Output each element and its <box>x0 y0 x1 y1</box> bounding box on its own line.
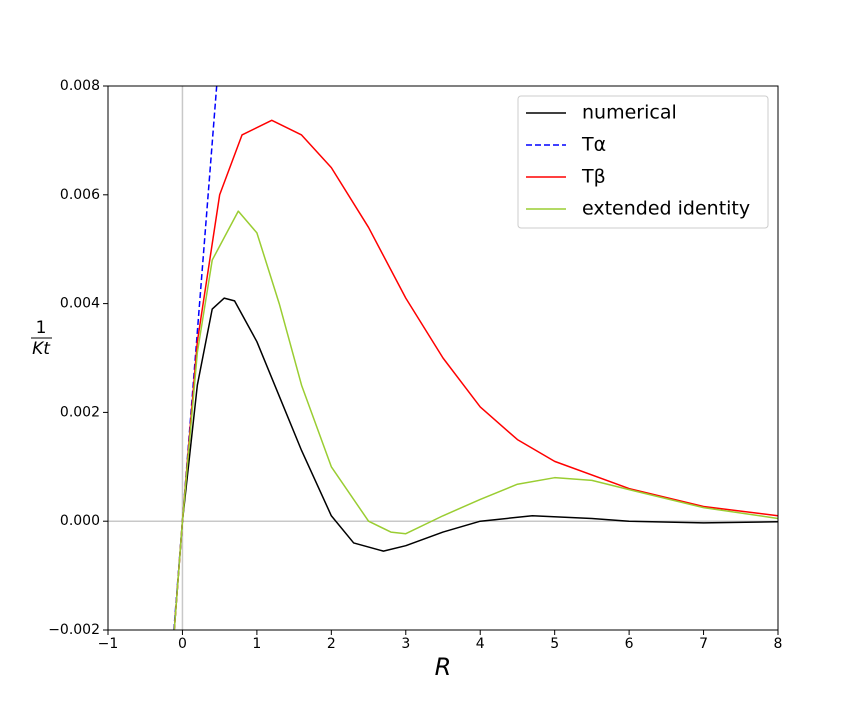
y-tick-label: 0.004 <box>60 296 100 312</box>
y-tick-label: −0.002 <box>48 622 100 638</box>
y-tick-label: 0.000 <box>60 513 100 529</box>
x-tick-label: 0 <box>178 636 187 652</box>
plot-lines <box>173 86 778 630</box>
y-axis-label-numerator: 1 <box>36 318 47 338</box>
x-tick-label: −1 <box>98 636 119 652</box>
series-line <box>173 119 778 630</box>
x-axis-label: R <box>435 653 452 681</box>
x-tick-label: 8 <box>774 636 783 652</box>
legend-box <box>517 95 769 229</box>
legend-label: extended identity <box>582 198 750 220</box>
legend-label: Tα <box>581 134 606 156</box>
plot-frame <box>107 85 779 631</box>
series-line <box>173 297 778 630</box>
y-tick-label: 0.002 <box>60 404 100 420</box>
y-tick-label: 0.008 <box>60 78 100 94</box>
x-tick-label: 2 <box>327 636 336 652</box>
y-axis-label-denominator: Kt <box>32 339 51 359</box>
legend-label: Tβ <box>581 166 606 188</box>
x-tick-label: 5 <box>550 636 559 652</box>
x-tick-label: 3 <box>401 636 410 652</box>
y-tick-label: 0.006 <box>60 187 100 203</box>
legend-label: numerical <box>582 102 677 124</box>
x-tick-label: 1 <box>252 636 261 652</box>
x-tick-label: 4 <box>476 636 485 652</box>
series-line <box>173 210 778 630</box>
x-tick-label: 7 <box>699 636 708 652</box>
x-tick-label: 6 <box>625 636 634 652</box>
